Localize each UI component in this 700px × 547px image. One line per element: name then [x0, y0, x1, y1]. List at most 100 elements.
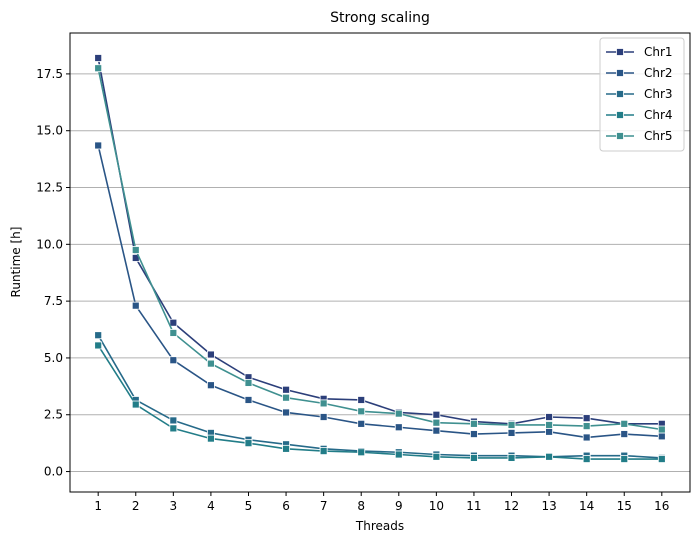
- data-point: [545, 427, 553, 436]
- data-point: [207, 359, 215, 368]
- data-point: [432, 426, 441, 435]
- x-tick-label: 1: [94, 499, 102, 513]
- legend-label: Chr3: [644, 87, 673, 101]
- x-tick-label: 15: [617, 499, 632, 513]
- x-tick-label: 9: [395, 499, 403, 513]
- y-axis-label: Runtime [h]: [9, 227, 23, 298]
- data-point: [545, 421, 553, 429]
- x-tick-label: 14: [579, 499, 594, 513]
- series-line: [97, 68, 662, 431]
- series-chr4: [94, 341, 666, 463]
- data-point: [169, 424, 178, 433]
- data-point: [507, 454, 516, 462]
- legend-item-chr1: Chr1: [606, 45, 673, 59]
- data-point: [357, 448, 366, 457]
- x-tick-label: 8: [357, 499, 365, 513]
- data-point: [470, 419, 478, 428]
- data-point: [244, 379, 253, 387]
- data-point: [131, 246, 140, 254]
- data-point: [432, 418, 441, 427]
- legend-item-chr2: Chr2: [606, 66, 673, 80]
- data-point: [582, 422, 591, 431]
- legend-item-chr5: Chr5: [606, 129, 673, 143]
- data-point: [244, 439, 253, 448]
- data-point: [244, 396, 253, 404]
- series-line: [97, 57, 662, 425]
- series-line: [97, 345, 662, 460]
- x-tick-label: 5: [245, 499, 253, 513]
- series-line: [97, 145, 662, 439]
- chart-title: Strong scaling: [330, 10, 430, 26]
- series-chr2: [94, 141, 666, 442]
- y-tick-label: 5.0: [44, 351, 63, 365]
- data-point: [319, 413, 328, 421]
- legend-marker: [616, 132, 624, 140]
- data-point: [357, 419, 366, 428]
- y-tick-label: 12.5: [36, 181, 63, 195]
- data-point: [94, 341, 103, 350]
- plot-frame: [69, 32, 691, 493]
- y-tick-label: 0.0: [44, 465, 63, 479]
- x-tick-label: 12: [504, 499, 519, 513]
- y-tick-label: 15.0: [36, 124, 63, 138]
- legend-box: [599, 37, 685, 152]
- data-point: [470, 430, 478, 438]
- legend-label: Chr4: [644, 108, 673, 122]
- x-tick-label: 13: [541, 499, 556, 513]
- x-tick-label: 6: [282, 499, 290, 513]
- data-point: [582, 433, 591, 442]
- x-tick-label: 7: [320, 499, 328, 513]
- data-point: [545, 413, 553, 421]
- data-point: [94, 331, 103, 340]
- x-tick-label: 10: [429, 499, 444, 513]
- x-tick-label: 11: [466, 499, 481, 513]
- data-point: [432, 452, 441, 461]
- data-point: [131, 400, 140, 409]
- series-chr5: [94, 64, 666, 434]
- data-point: [657, 455, 666, 463]
- data-point: [432, 410, 441, 419]
- data-point: [282, 393, 290, 402]
- data-point: [282, 385, 290, 394]
- data-point: [357, 407, 366, 416]
- data-point: [282, 444, 290, 453]
- x-tick-label: 4: [207, 499, 215, 513]
- data-point: [207, 350, 215, 359]
- legend-label: Chr2: [644, 66, 673, 80]
- y-tick-label: 7.5: [44, 294, 63, 308]
- data-point: [394, 450, 403, 459]
- data-point: [207, 434, 215, 443]
- data-point: [319, 399, 328, 408]
- legend-label: Chr5: [644, 129, 673, 143]
- data-point: [657, 432, 666, 441]
- data-point: [131, 301, 140, 310]
- data-point: [207, 381, 215, 390]
- series-layer: [94, 54, 666, 463]
- x-axis-label: Threads: [355, 519, 404, 533]
- y-tick-label: 10.0: [36, 237, 63, 251]
- data-point: [507, 429, 516, 437]
- data-point: [319, 447, 328, 455]
- data-point: [94, 64, 103, 73]
- data-point: [507, 421, 516, 429]
- legend-marker: [616, 111, 624, 119]
- data-point: [94, 54, 103, 62]
- y-tick-label: 2.5: [44, 408, 63, 422]
- data-point: [394, 423, 403, 432]
- data-point: [582, 455, 591, 463]
- data-point: [94, 141, 103, 150]
- data-point: [169, 329, 178, 337]
- x-tick-label: 16: [654, 499, 669, 513]
- series-line: [97, 334, 662, 459]
- data-point: [470, 454, 478, 462]
- x-tick-label: 2: [132, 499, 140, 513]
- legend-item-chr4: Chr4: [606, 108, 673, 122]
- legend-marker: [616, 48, 624, 56]
- legend-label: Chr1: [644, 45, 673, 59]
- data-point: [545, 452, 553, 461]
- data-point: [620, 430, 629, 438]
- data-point: [620, 455, 629, 463]
- data-point: [169, 356, 178, 365]
